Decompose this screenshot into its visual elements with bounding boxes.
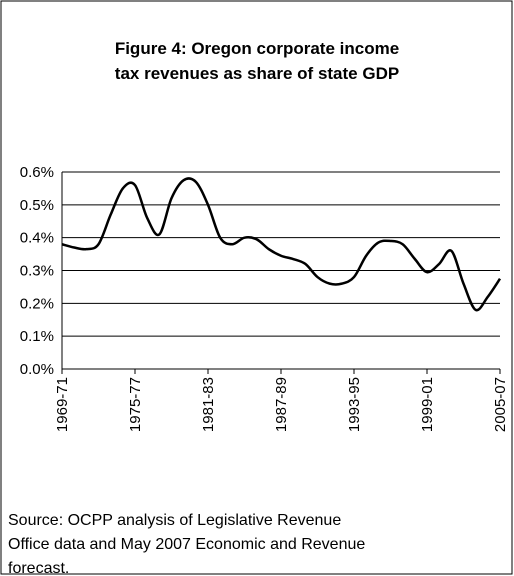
source-note: Office data and May 2007 Economic and Re… [8, 536, 365, 553]
x-tick-label: 1999-01 [419, 377, 436, 432]
y-tick-label: 0.6% [20, 164, 54, 181]
chart-title: Figure 4: Oregon corporate income [115, 39, 399, 58]
y-tick-label: 0.0% [20, 361, 54, 378]
x-tick-label: 1981-83 [200, 377, 217, 432]
data-line [61, 177, 502, 312]
chart-title: tax revenues as share of state GDP [115, 64, 399, 83]
y-tick-label: 0.4% [20, 230, 54, 247]
y-tick-label: 0.2% [20, 295, 54, 312]
y-tick-label: 0.1% [20, 328, 54, 345]
x-tick-label: 2005-07 [492, 377, 509, 432]
x-tick-label: 1987-89 [273, 377, 290, 432]
y-tick-label: 0.3% [20, 263, 54, 280]
x-tick-label: 1993-95 [346, 377, 363, 432]
x-tick-label: 1975-77 [127, 377, 144, 432]
source-note: Source: OCPP analysis of Legislative Rev… [8, 512, 341, 529]
x-tick-label: 1969-71 [54, 377, 71, 432]
y-tick-label: 0.5% [20, 197, 54, 214]
source-note: forecast. [8, 560, 69, 576]
